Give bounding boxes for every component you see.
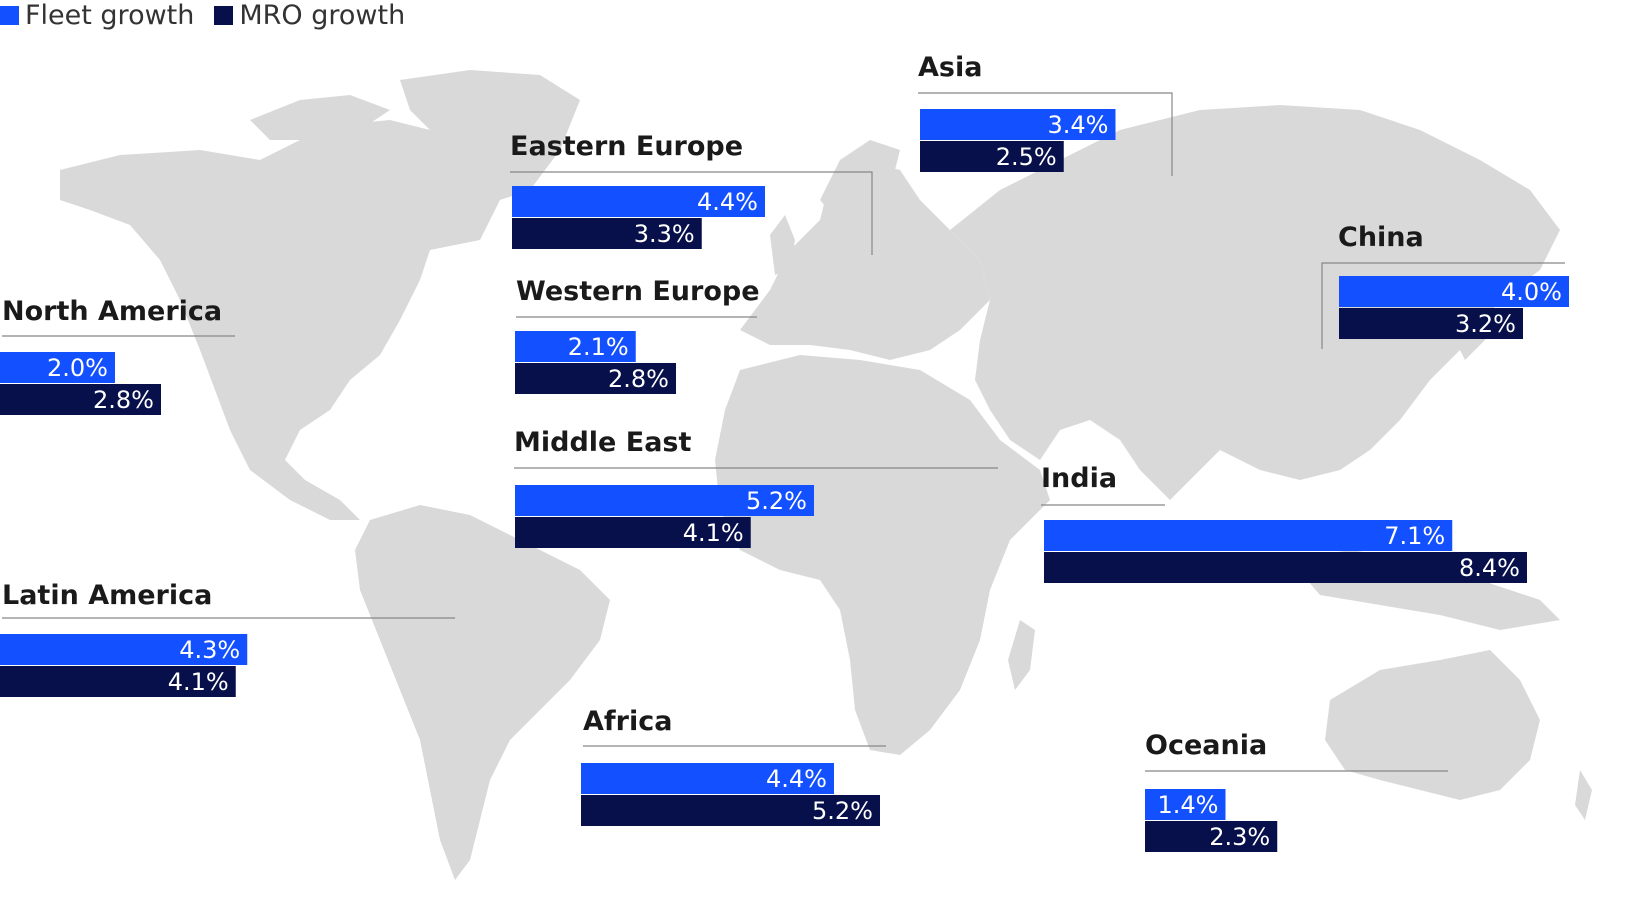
region-title-india: India: [1041, 463, 1117, 494]
greenland-land: [400, 70, 580, 200]
bar-label-fleet-asia: 3.4%: [1048, 111, 1109, 139]
bar-mro-eastern-europe: [512, 218, 702, 249]
bar-fleet-india: [1044, 520, 1453, 551]
bar-label-fleet-china: 4.0%: [1501, 278, 1562, 306]
region-title-north-america: North America: [2, 296, 222, 327]
legend-label-fleet: Fleet growth: [25, 0, 195, 31]
bar-mro-china: [1339, 308, 1523, 339]
region-group-africa: Africa 4.4% 5.2%: [581, 706, 886, 826]
bar-label-fleet-latin-america: 4.3%: [179, 636, 240, 664]
bar-fleet-asia: [920, 109, 1116, 140]
region-title-oceania: Oceania: [1145, 730, 1267, 761]
bar-fleet-western-europe: [515, 331, 636, 362]
bar-mro-india: [1044, 552, 1527, 583]
bar-fleet-africa: [581, 763, 834, 794]
region-title-china: China: [1338, 222, 1424, 253]
region-title-western-europe: Western Europe: [516, 276, 760, 307]
asia-land: [950, 105, 1560, 500]
bar-mro-western-europe: [515, 363, 676, 394]
bar-mro-middle-east: [515, 517, 751, 548]
bar-label-fleet-middle-east: 5.2%: [746, 487, 807, 515]
bar-label-mro-middle-east: 4.1%: [683, 519, 744, 547]
legend-swatch-fleet: [0, 6, 19, 25]
australia-land: [1325, 650, 1540, 800]
bar-fleet-china: [1339, 276, 1569, 307]
bar-mro-north-america: [0, 384, 161, 415]
region-group-china: China 4.0% 3.2%: [1321, 222, 1569, 349]
bar-label-mro-asia: 2.5%: [996, 143, 1057, 171]
scandinavia-land: [820, 140, 900, 230]
bar-label-fleet-oceania: 1.4%: [1158, 791, 1219, 819]
bar-mro-oceania: [1145, 821, 1278, 852]
bar-mro-latin-america: [0, 666, 236, 697]
bar-label-fleet-africa: 4.4%: [766, 765, 827, 793]
region-group-india: India 7.1% 8.4%: [1041, 463, 1527, 583]
bar-mro-asia: [920, 141, 1064, 172]
arctic-islands-land: [250, 95, 390, 140]
bar-fleet-eastern-europe: [512, 186, 765, 217]
region-group-latin-america: Latin America 4.3% 4.1%: [0, 580, 455, 697]
legend-item-fleet: Fleet growth: [0, 0, 194, 31]
region-title-eastern-europe: Eastern Europe: [510, 131, 743, 162]
legend-label-mro: MRO growth: [239, 0, 406, 31]
bar-label-mro-eastern-europe: 3.3%: [634, 220, 695, 248]
south-america-land: [355, 505, 610, 880]
bar-mro-africa: [581, 795, 880, 826]
bar-label-fleet-eastern-europe: 4.4%: [697, 188, 758, 216]
region-group-eastern-europe: Eastern Europe 4.4%3.3%: [510, 131, 873, 255]
bar-fleet-middle-east: [515, 485, 814, 516]
bar-label-fleet-india: 7.1%: [1384, 522, 1445, 550]
leader-line-eastern-europe: [510, 171, 873, 255]
uk-land: [770, 215, 795, 275]
africa-land: [715, 355, 1050, 755]
region-group-north-america: North America 2.0% 2.8%: [0, 296, 235, 415]
region-title-africa: Africa: [583, 706, 672, 737]
new-zealand-land: [1575, 770, 1592, 820]
region-group-asia: Asia 3.4% 2.5%: [918, 52, 1173, 176]
bar-fleet-oceania: [1145, 789, 1226, 820]
north-america-land: [60, 120, 500, 520]
region-group-western-europe: Western Europe 2.1% 2.8%: [515, 276, 760, 394]
region-group-middle-east: Middle East 5.2%4.1%: [514, 427, 998, 548]
bar-label-mro-china: 3.2%: [1455, 310, 1516, 338]
bar-label-fleet-north-america: 2.0%: [47, 354, 108, 382]
region-title-middle-east: Middle East: [514, 427, 691, 458]
region-title-latin-america: Latin America: [2, 580, 212, 611]
europe-land: [740, 160, 990, 360]
bar-label-mro-oceania: 2.3%: [1209, 823, 1270, 851]
regions-layer: North America 2.0% 2.8% Latin America 4.3% 4.…: [0, 52, 1569, 852]
leader-line-china: [1321, 262, 1565, 349]
bar-label-mro-africa: 5.2%: [812, 797, 873, 825]
region-title-asia: Asia: [918, 52, 982, 83]
bar-label-fleet-western-europe: 2.1%: [568, 333, 629, 361]
bar-label-mro-north-america: 2.8%: [93, 386, 154, 414]
legend-swatch-mro: [214, 6, 234, 25]
region-group-oceania: Oceania 1.4% 2.3%: [1145, 730, 1448, 852]
bar-fleet-north-america: [0, 352, 115, 383]
world-map-background: [60, 70, 1592, 880]
leader-line-asia: [918, 92, 1173, 176]
bar-label-mro-india: 8.4%: [1459, 554, 1520, 582]
legend-item-mro: MRO growth: [214, 0, 405, 31]
bar-label-mro-latin-america: 4.1%: [168, 668, 229, 696]
bar-label-mro-western-europe: 2.8%: [608, 365, 669, 393]
madagascar-land: [1008, 620, 1035, 690]
chart-legend: Fleet growth MRO growth: [0, 0, 425, 31]
bar-fleet-latin-america: [0, 634, 248, 665]
